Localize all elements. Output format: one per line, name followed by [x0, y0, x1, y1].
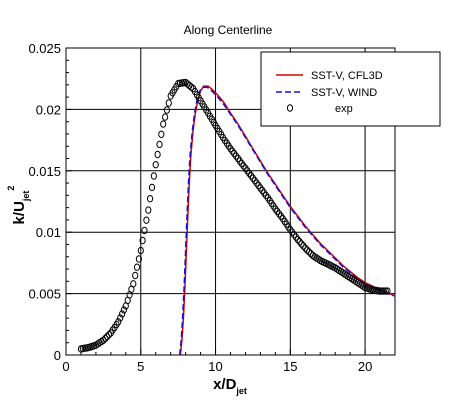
x-tick-label: 5: [137, 359, 144, 374]
exp-marker: [137, 246, 144, 255]
exp-marker: [148, 183, 156, 192]
exp-marker: [384, 287, 391, 295]
exp-marker: [154, 150, 161, 159]
exp-marker: [152, 161, 159, 169]
x-tick-label: 0: [62, 359, 69, 374]
exp-marker: [238, 159, 245, 168]
y-tick-label: 0.005: [28, 287, 61, 302]
exp-marker: [132, 271, 139, 280]
x-tick-label: 10: [208, 359, 222, 374]
exp-marker: [298, 240, 305, 248]
exp-marker: [120, 306, 128, 314]
exp-marker: [104, 332, 111, 341]
exp-marker: [158, 130, 165, 139]
exp-marker: [276, 210, 283, 218]
y-tick-label: 0.01: [36, 225, 61, 240]
legend: SST-V, CFL3D SST-V, WIND exp: [260, 51, 441, 127]
exp-marker: [229, 147, 236, 155]
legend-label-cfl3d: SST-V, CFL3D: [311, 70, 383, 82]
exp-marker: [242, 164, 249, 173]
exp-marker: [244, 167, 251, 175]
y-tick-label: 0.015: [28, 164, 61, 179]
exp-marker: [291, 231, 298, 239]
exp-marker: [105, 331, 113, 339]
exp-marker: [304, 246, 311, 254]
exp-marker: [130, 280, 137, 288]
exp-marker: [102, 334, 109, 343]
chart-title: Along Centerline: [184, 23, 273, 37]
exp-marker: [240, 162, 247, 170]
exp-marker: [143, 216, 150, 224]
exp-marker: [135, 255, 142, 263]
series-line-wind: [178, 86, 396, 356]
exp-marker: [145, 206, 152, 214]
exp-marker: [294, 235, 301, 244]
series-layer: [77, 78, 396, 356]
tick-labels: 0 5 10 15 20 0 0.005 0.01 0.015 0.02 0.025: [28, 41, 372, 374]
exp-marker: [231, 149, 238, 158]
plot-frame: [65, 47, 396, 356]
exp-marker: [302, 244, 309, 252]
exp-marker: [257, 184, 264, 192]
exp-marker: [117, 314, 124, 322]
exp-marker: [156, 140, 163, 149]
exp-marker: [249, 174, 256, 182]
legend-label-exp: exp: [335, 103, 353, 115]
exp-marker: [251, 176, 258, 185]
exp-marker: [255, 181, 262, 190]
exp-marker: [227, 145, 234, 153]
exp-marker: [133, 263, 141, 271]
exp-marker: [272, 205, 279, 213]
exp-marker: [380, 287, 387, 295]
x-axis-label: x/Djet: [213, 376, 247, 396]
exp-marker: [119, 310, 126, 318]
x-tick-label: 15: [283, 359, 297, 374]
x-tick-label: 20: [358, 359, 372, 374]
exp-marker: [160, 120, 167, 128]
exp-marker: [100, 336, 107, 344]
exp-marker: [274, 207, 281, 216]
exp-marker: [246, 169, 253, 178]
exp-marker: [277, 212, 285, 220]
legend-swatch-exp: [286, 104, 294, 112]
exp-marker: [287, 226, 294, 234]
exp-marker: [305, 248, 313, 256]
exp-marker: [139, 236, 146, 245]
exp-marker: [141, 226, 148, 235]
exp-marker: [236, 157, 243, 165]
exp-marker: [115, 318, 122, 326]
y-tick-label: 0: [54, 348, 61, 363]
exp-marker: [300, 242, 307, 250]
exp-marker: [262, 191, 270, 200]
exp-marker: [296, 238, 303, 246]
y-axis-label: k/Ujet2: [6, 186, 31, 225]
exp-marker: [150, 172, 157, 180]
y-tick-label: 0.025: [28, 41, 61, 56]
legend-box: [260, 51, 441, 127]
exp-marker: [292, 233, 299, 241]
exp-marker: [147, 195, 154, 203]
exp-marker: [233, 152, 240, 160]
legend-label-wind: SST-V, WIND: [311, 87, 377, 99]
exp-marker: [261, 189, 268, 197]
exp-marker: [234, 154, 242, 163]
exp-marker: [253, 179, 260, 187]
exp-marker: [163, 106, 170, 114]
exp-marker: [289, 228, 296, 236]
series-exp-markers: [77, 78, 391, 353]
exp-marker: [162, 113, 169, 121]
y-tick-label: 0.02: [36, 102, 61, 117]
exp-marker: [248, 172, 255, 180]
exp-marker: [165, 99, 172, 107]
exp-marker: [259, 186, 266, 195]
